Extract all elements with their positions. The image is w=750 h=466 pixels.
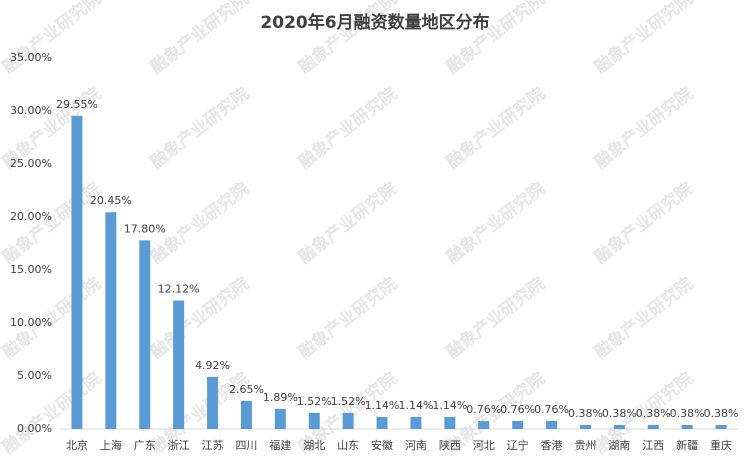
y-tick-label: 0.00% [17,422,52,435]
data-label: 0.76% [534,403,569,416]
x-tick-label: 山东 [337,439,359,452]
x-tick-label: 湖南 [608,439,630,452]
watermark: 融象产业研究院 [442,273,549,363]
data-label: 4.92% [195,359,230,372]
y-tick-label: 35.00% [10,51,52,64]
y-tick-label: 30.00% [10,104,52,117]
x-tick-label: 香港 [541,439,563,452]
x-tick-label: 河南 [405,439,427,452]
x-tick-label: 陕西 [439,438,461,452]
watermark: 融象产业研究院 [442,83,549,173]
watermark: 融象产业研究院 [590,0,697,78]
watermark: 融象产业研究院 [294,273,401,363]
bar [546,420,558,429]
watermark: 融象产业研究院 [0,0,105,78]
data-label: 1.14% [432,399,467,412]
data-label: 1.89% [263,391,298,404]
x-tick-label: 河北 [473,439,495,452]
watermark: 融象产业研究院 [590,273,697,363]
x-tick-label: 湖北 [303,439,325,452]
data-label: 0.38% [670,407,705,420]
chart-title: 2020年6月融资数量地区分布 [260,12,489,33]
watermark: 融象产业研究院 [294,83,401,173]
watermarks: 融象产业研究院 融象产业研究院 融象产业研究院 融象产业研究院 融象产业研究院融象产业研… [0,0,697,458]
bar [308,412,320,429]
bar [512,420,524,429]
x-tick-label: 江西 [642,439,664,452]
bar [240,400,252,429]
data-label: 0.38% [704,407,739,420]
y-tick-label: 15.00% [10,263,52,276]
watermark: 融象产业研究院 [0,368,105,458]
y-tick-label: 10.00% [10,316,52,329]
watermark: 融象产业研究院 [294,0,401,78]
bar [613,424,625,429]
data-label: 1.14% [398,399,433,412]
x-tick-label: 广东 [134,439,156,452]
x-tick-label: 北京 [66,438,88,452]
bar [139,240,151,429]
data-label: 0.76% [466,403,501,416]
bar [478,420,490,429]
x-tick-label: 福建 [269,438,291,452]
bar [342,412,354,429]
watermark: 融象产业研究院 [590,83,697,173]
bar [410,416,422,429]
bar [376,416,388,429]
x-tick-label: 辽宁 [507,438,529,452]
data-label: 2.65% [229,383,264,396]
data-label: 1.52% [297,395,332,408]
x-tick-label: 新疆 [676,438,698,452]
bar [715,424,727,429]
bar [207,376,219,429]
watermark: 融象产业研究院 [146,83,253,173]
data-label: 0.76% [500,403,535,416]
x-tick-label: 江苏 [202,439,224,452]
y-tick-label: 20.00% [10,210,52,223]
x-tick-label: 安徽 [371,438,393,452]
bar [173,300,185,429]
y-tick-label: 25.00% [10,157,52,170]
data-label: 0.38% [636,407,671,420]
watermark: 融象产业研究院 [146,0,253,78]
bar [105,212,117,429]
bar [681,424,693,429]
watermark: 融象产业研究院 [442,178,549,268]
y-tick-label: 5.00% [17,369,52,382]
data-label: 20.45% [90,194,132,207]
data-label: 1.52% [331,395,366,408]
bar [71,115,83,430]
data-label: 0.38% [602,407,637,420]
bar [444,416,456,429]
data-label: 17.80% [124,222,166,235]
bar [579,424,591,429]
watermark: 融象产业研究院 [590,178,697,268]
x-tick-label: 上海 [100,438,122,452]
watermark: 融象产业研究院 [442,0,549,78]
data-label: 12.12% [158,283,200,296]
x-tick-label: 浙江 [168,439,190,452]
x-tick-label: 四川 [235,439,257,452]
data-label: 0.38% [568,407,603,420]
bar [274,408,286,429]
watermark: 融象产业研究院 [294,178,401,268]
data-label: 1.14% [365,399,400,412]
x-tick-label: 重庆 [710,438,732,452]
data-label: 29.55% [56,98,98,111]
x-tick-label: 贵州 [574,439,596,452]
bar [647,424,659,429]
